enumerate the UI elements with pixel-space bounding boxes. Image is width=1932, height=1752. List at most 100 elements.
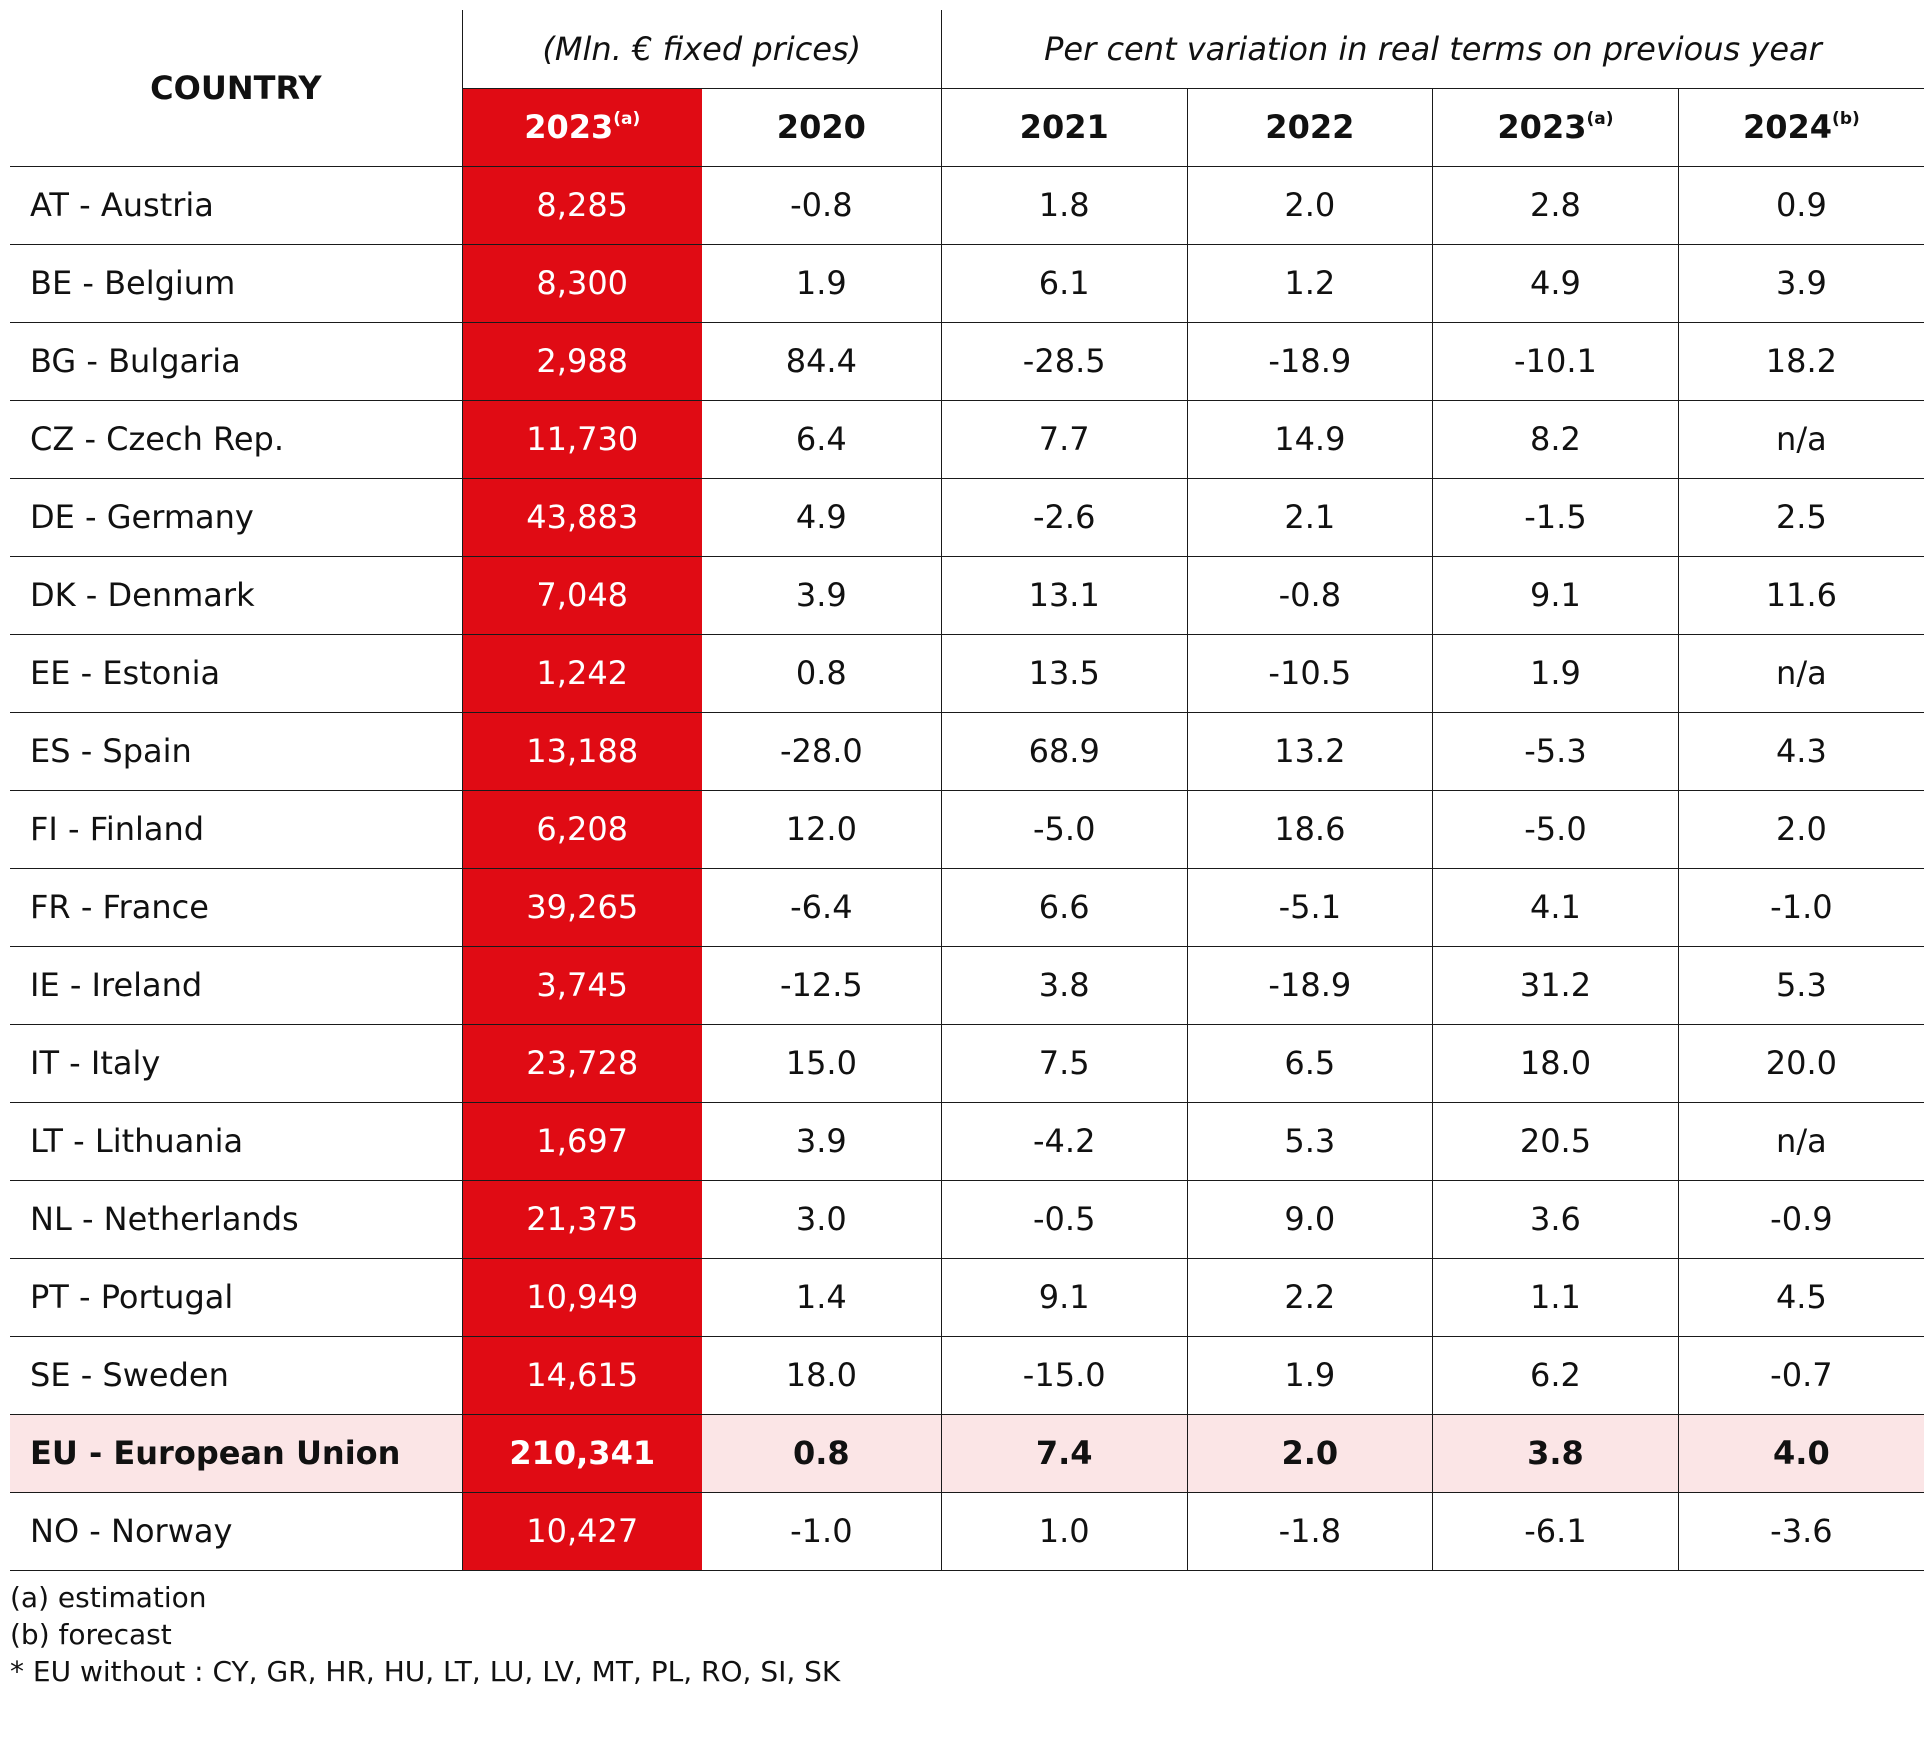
value-cell-2020: -6.4: [701, 868, 942, 947]
country-name-cell: BE - Belgium: [10, 244, 463, 323]
table-row: CZ - Czech Rep. 11,730 6.4 7.7 14.9 8.2 n/a: [10, 400, 1924, 479]
year-label: 2021: [1019, 108, 1109, 146]
country-name-cell: IT - Italy: [10, 1024, 463, 1103]
value-cell-2020: 3.9: [701, 556, 942, 635]
value-cell-2020: 6.4: [701, 400, 942, 479]
value-cell-2020: 3.0: [701, 1180, 942, 1259]
value-cell-2023: 9.1: [1432, 556, 1679, 635]
value-cell-2021: 9.1: [940, 1258, 1188, 1337]
footnotes: (a) estimation (b) forecast * EU without…: [10, 1579, 1924, 1690]
value-cell-2022: 2.0: [1186, 166, 1433, 245]
footnote-marker: (b): [1832, 109, 1860, 129]
country-name-cell: BG - Bulgaria: [10, 322, 463, 401]
value-cell-abs-2023: 6,208: [461, 790, 702, 869]
value-cell-abs-2023: 21,375: [461, 1180, 702, 1259]
table-row: FI - Finland 6,208 12.0 -5.0 18.6 -5.0 2.0: [10, 790, 1924, 869]
value-cell-2023: 6.2: [1432, 1336, 1679, 1415]
value-cell-abs-2023: 8,300: [461, 244, 702, 323]
value-cell-2022: -18.9: [1186, 946, 1433, 1025]
value-cell-abs-2023: 10,949: [461, 1258, 702, 1337]
table-header: COUNTRY (Mln. € fixed prices) Per cent v…: [10, 10, 1924, 167]
value-cell-2024: n/a: [1677, 634, 1924, 713]
year-label: 2023: [1497, 108, 1587, 146]
year-label: 2023: [524, 108, 614, 146]
value-cell-2024: 2.5: [1677, 478, 1924, 557]
table-row: NL - Netherlands 21,375 3.0 -0.5 9.0 3.6 -0.9: [10, 1180, 1924, 1259]
value-cell-2021: -28.5: [940, 322, 1188, 401]
footnote-marker: (a): [613, 109, 641, 129]
value-cell-2020: 15.0: [701, 1024, 942, 1103]
footnote-forecast: (b) forecast: [10, 1617, 172, 1651]
country-name-cell: DK - Denmark: [10, 556, 463, 635]
value-cell-2024: -1.0: [1677, 868, 1924, 947]
country-name-cell: FR - France: [10, 868, 463, 947]
value-cell-abs-2023: 11,730: [461, 400, 702, 479]
value-cell-2020: -28.0: [701, 712, 942, 791]
table-row: IT - Italy 23,728 15.0 7.5 6.5 18.0 20.0: [10, 1024, 1924, 1103]
value-cell-abs-2023: 2,988: [461, 322, 702, 401]
value-cell-2024: 20.0: [1677, 1024, 1924, 1103]
value-cell-2024: 4.5: [1677, 1258, 1924, 1337]
table-body: AT - Austria 8,285 -0.8 1.8 2.0 2.8 0.9 BE - Be…: [10, 166, 1924, 1571]
year-header-2022: 2022: [1186, 88, 1433, 167]
value-cell-2021: 6.1: [940, 244, 1188, 323]
country-name-cell: ES - Spain: [10, 712, 463, 791]
table-row: NO - Norway 10,427 -1.0 1.0 -1.8 -6.1 -3.6: [10, 1492, 1924, 1571]
value-cell-2022: 14.9: [1186, 400, 1433, 479]
value-cell-2021: -4.2: [940, 1102, 1188, 1181]
table-row: DK - Denmark 7,048 3.9 13.1 -0.8 9.1 11.6: [10, 556, 1924, 635]
value-cell-2023: 20.5: [1432, 1102, 1679, 1181]
year-header-2024: 2024(b): [1677, 88, 1924, 167]
value-cell-2024: 18.2: [1677, 322, 1924, 401]
value-cell-abs-2023: 3,745: [461, 946, 702, 1025]
value-cell-2024: n/a: [1677, 400, 1924, 479]
value-cell-2020: 12.0: [701, 790, 942, 869]
year-label: 2024: [1742, 108, 1833, 146]
value-cell-2024: 5.3: [1677, 946, 1924, 1025]
value-cell-2024: -3.6: [1677, 1492, 1924, 1571]
value-cell-2022: -0.8: [1186, 556, 1433, 635]
country-name-cell: CZ - Czech Rep.: [10, 400, 463, 479]
value-cell-2021: 6.6: [940, 868, 1188, 947]
value-cell-2022: 2.1: [1186, 478, 1433, 557]
value-cell-2024: 3.9: [1677, 244, 1924, 323]
value-cell-2020: -1.0: [701, 1492, 942, 1571]
value-cell-2020: -0.8: [701, 166, 942, 245]
country-name-cell: DE - Germany: [10, 478, 463, 557]
country-name-cell: LT - Lithuania: [10, 1102, 463, 1181]
value-cell-2021: 68.9: [940, 712, 1188, 791]
country-name-cell: NL - Netherlands: [10, 1180, 463, 1259]
value-cell-2021: 7.4: [940, 1414, 1188, 1493]
value-cell-2024: 4.3: [1677, 712, 1924, 791]
value-cell-2023: 18.0: [1432, 1024, 1679, 1103]
table-row: PT - Portugal 10,949 1.4 9.1 2.2 1.1 4.5: [10, 1258, 1924, 1337]
table-row: DE - Germany 43,883 4.9 -2.6 2.1 -1.5 2.5: [10, 478, 1924, 557]
value-cell-2021: -2.6: [940, 478, 1188, 557]
country-data-table: COUNTRY (Mln. € fixed prices) Per cent v…: [10, 10, 1924, 1571]
year-header-2020: 2020: [701, 88, 942, 167]
value-cell-2021: 1.8: [940, 166, 1188, 245]
value-cell-2023: 1.1: [1432, 1258, 1679, 1337]
country-name-cell: SE - Sweden: [10, 1336, 463, 1415]
value-cell-abs-2023: 7,048: [461, 556, 702, 635]
value-cell-2023: 3.8: [1432, 1414, 1679, 1493]
value-cell-2024: 11.6: [1677, 556, 1924, 635]
value-cell-2020: 84.4: [701, 322, 942, 401]
value-cell-2021: 1.0: [940, 1492, 1188, 1571]
value-cell-2023: -10.1: [1432, 322, 1679, 401]
table-row: BG - Bulgaria 2,988 84.4 -28.5 -18.9 -10.1 18.…: [10, 322, 1924, 401]
year-header-abs-2023: 2023(a): [461, 88, 702, 167]
value-cell-2021: 13.5: [940, 634, 1188, 713]
value-cell-abs-2023: 43,883: [461, 478, 702, 557]
footnote-marker: (a): [1586, 109, 1614, 129]
value-cell-2022: 5.3: [1186, 1102, 1433, 1181]
country-name-cell: EE - Estonia: [10, 634, 463, 713]
table-row: AT - Austria 8,285 -0.8 1.8 2.0 2.8 0.9: [10, 166, 1924, 245]
value-cell-2020: 0.8: [701, 634, 942, 713]
value-cell-2022: 2.2: [1186, 1258, 1433, 1337]
value-cell-2021: -0.5: [940, 1180, 1188, 1259]
value-cell-2022: -18.9: [1186, 322, 1433, 401]
value-cell-2023: 1.9: [1432, 634, 1679, 713]
value-cell-2023: 2.8: [1432, 166, 1679, 245]
table-row: ES - Spain 13,188 -28.0 68.9 13.2 -5.3 4.3: [10, 712, 1924, 791]
